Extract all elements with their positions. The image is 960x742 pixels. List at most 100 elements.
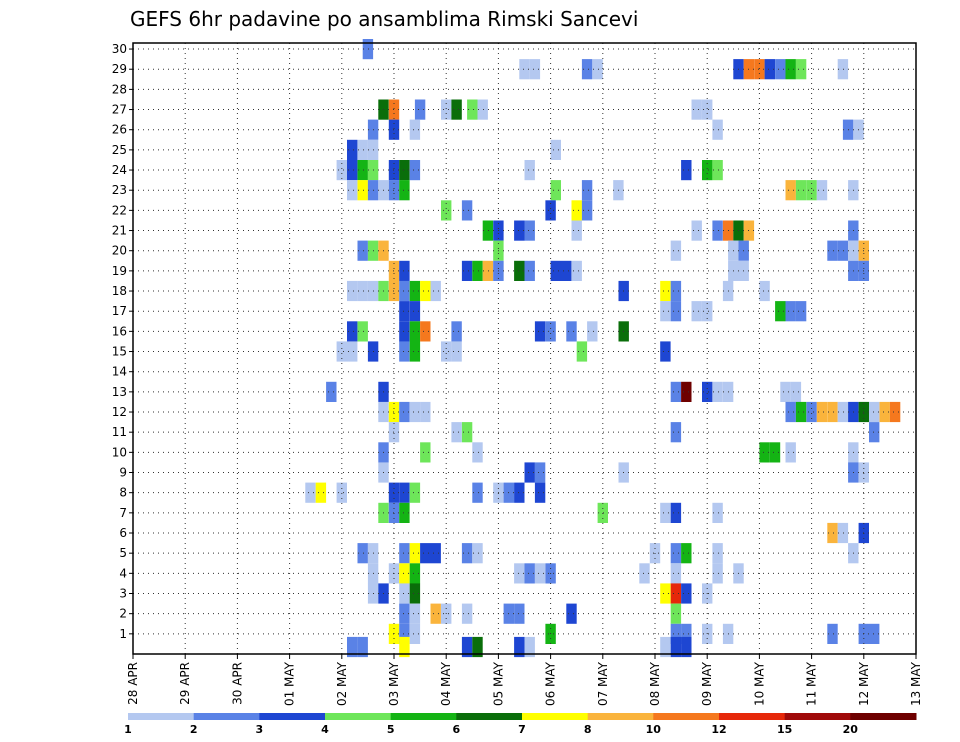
- heatmap-cell: [837, 59, 849, 80]
- heatmap-cell: [409, 401, 421, 423]
- heatmap-cell: [702, 99, 713, 120]
- heatmap-cell: [336, 341, 347, 362]
- heatmap-cell: [441, 99, 452, 120]
- heatmap-cell: [670, 543, 682, 564]
- y-tick-label: 29: [112, 62, 127, 76]
- heatmap-cell: [660, 280, 671, 302]
- heatmap-cell: [409, 280, 421, 302]
- heatmap-cell: [472, 442, 483, 463]
- heatmap-cell: [660, 502, 671, 523]
- heatmap-cell: [524, 160, 535, 181]
- y-tick-label: 3: [119, 587, 127, 601]
- heatmap-cell: [712, 502, 723, 523]
- heatmap-cell: [441, 200, 452, 221]
- heatmap-cell: [482, 220, 494, 241]
- y-tick-label: 13: [112, 385, 127, 399]
- heatmap-cell: [461, 260, 473, 281]
- heatmap-cell: [670, 280, 682, 302]
- heatmap-cell: [827, 623, 838, 644]
- y-tick-label: 8: [119, 486, 127, 500]
- colorbar-label: 2: [190, 723, 198, 736]
- heatmap-cell: [571, 220, 582, 241]
- y-tick-label: 12: [112, 405, 127, 419]
- heatmap-cell: [357, 139, 368, 160]
- colorbar-label: 8: [584, 723, 592, 736]
- heatmap-cell: [514, 603, 525, 624]
- colorbar-label: 3: [255, 723, 263, 736]
- heatmap-cell: [472, 260, 483, 281]
- heatmap-cell: [534, 321, 546, 342]
- colorbar-legend: 1 2 3 4 5 6 7 8 10 12 15 20: [124, 713, 917, 736]
- heatmap-cell: [399, 401, 410, 423]
- heatmap-cell: [681, 583, 692, 604]
- heatmap-cell: [399, 301, 410, 322]
- y-tick-label: 9: [119, 466, 127, 480]
- heatmap-cell: [550, 139, 561, 160]
- heatmap-cell: [451, 321, 462, 342]
- x-tick-label: 13 MAY: [909, 661, 923, 706]
- y-tick-label: 22: [112, 203, 127, 217]
- y-tick-label: 28: [112, 82, 127, 96]
- heatmap-cell: [670, 422, 682, 443]
- heatmap-cell: [467, 99, 478, 120]
- colorbar-swatch: [522, 713, 589, 720]
- x-tick-label: 08 MAY: [648, 661, 662, 706]
- heatmap-cell: [514, 636, 525, 658]
- colorbar-swatch: [128, 713, 195, 720]
- heatmap-cell: [336, 482, 347, 503]
- heatmap-cell: [660, 583, 671, 604]
- y-tick-label: 18: [112, 284, 127, 298]
- heatmap-cell: [576, 341, 588, 362]
- heatmap-cell: [581, 200, 593, 221]
- y-tick-label: 25: [112, 143, 127, 157]
- y-tick-label: 27: [112, 103, 127, 117]
- heatmap-cell: [670, 240, 682, 261]
- x-tick-label: 07 MAY: [596, 661, 610, 706]
- heatmap-cell: [409, 603, 421, 624]
- heatmap-cell: [806, 180, 817, 201]
- heatmap-cell: [347, 636, 358, 658]
- heatmap-cell: [524, 462, 535, 483]
- heatmap-cell: [514, 260, 525, 281]
- heatmap-cell: [347, 280, 358, 302]
- heatmap-cell: [420, 280, 431, 302]
- heatmap-cell: [362, 39, 374, 60]
- colorbar-swatch: [784, 713, 851, 720]
- x-tick-label: 02 MAY: [335, 661, 349, 706]
- y-tick-label: 15: [112, 345, 127, 359]
- y-tick-label: 20: [112, 244, 127, 258]
- heatmap-cell: [399, 603, 410, 624]
- heatmap-cell: [785, 301, 796, 322]
- heatmap-cell: [691, 99, 702, 120]
- heatmap-cell: [399, 482, 410, 503]
- colorbar-label: 10: [646, 723, 662, 736]
- heatmap-cell: [357, 543, 368, 564]
- heatmap-cell: [399, 502, 410, 523]
- colorbar-swatch: [653, 713, 720, 720]
- heatmap-cell: [420, 543, 431, 564]
- heatmap-cell: [409, 321, 421, 342]
- colorbar-swatch: [850, 713, 917, 720]
- x-axis-ticks: 28 APR 29 APR 30 APR 01 MAY 02 MAY 03 MAY 04 M…: [126, 654, 923, 706]
- heatmap-cell: [399, 280, 410, 302]
- heatmap-cell: [529, 59, 541, 80]
- heatmap-cell: [702, 301, 713, 322]
- heatmap-cell: [477, 99, 488, 120]
- y-axis-ticks: 1234567891011121314151617181920212223242…: [112, 42, 133, 641]
- y-tick-label: 1: [119, 627, 127, 641]
- y-tick-label: 21: [112, 224, 127, 238]
- heatmap-cell: [326, 381, 337, 402]
- heatmap-cell: [336, 160, 347, 181]
- plot-frame: [132, 42, 917, 655]
- heatmap-cell: [561, 260, 572, 281]
- y-tick-label: 5: [119, 546, 127, 560]
- heatmap-cell: [759, 442, 770, 463]
- heatmap-cell: [472, 543, 483, 564]
- heatmap-cell: [566, 321, 577, 342]
- heatmap-cell: [534, 482, 546, 503]
- heatmap-cell: [347, 160, 358, 181]
- heatmap-cell: [357, 240, 368, 261]
- heatmap-cell: [399, 341, 410, 362]
- heatmap-cell: [461, 543, 473, 564]
